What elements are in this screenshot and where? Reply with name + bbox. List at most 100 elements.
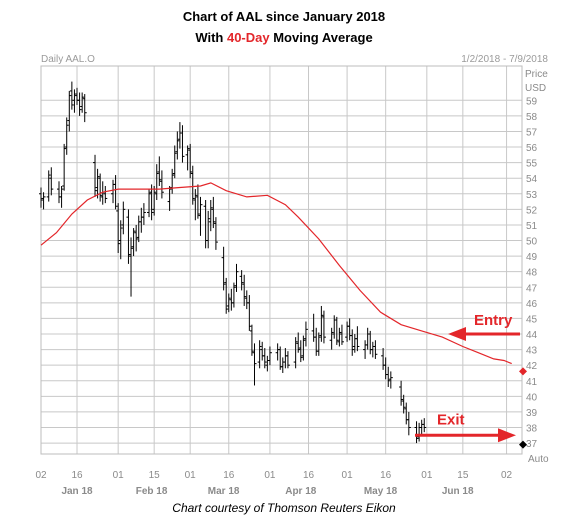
y-tick-label: 41 xyxy=(526,377,538,388)
ohlc-bar xyxy=(103,185,108,204)
chart-subtitle: With 40-Day Moving Average xyxy=(195,30,372,45)
ohlc-bar xyxy=(170,168,175,194)
ohlc-bar xyxy=(252,343,257,386)
ohlc-bar xyxy=(167,185,172,211)
ohlc-bar xyxy=(203,200,208,249)
ohlc-bar xyxy=(257,340,262,369)
ohlc-bar xyxy=(175,131,180,160)
ohlc-bar xyxy=(57,181,62,204)
y-tick-label: 48 xyxy=(526,268,538,279)
ohlc-bar xyxy=(401,394,406,414)
ohlc-bar xyxy=(77,92,82,116)
ohlc-bar xyxy=(39,187,43,208)
ohlc-bar xyxy=(172,145,177,179)
ohlc-bar xyxy=(422,418,427,433)
ohlc-bar xyxy=(49,167,54,196)
ohlc-bar xyxy=(399,380,404,406)
y-tick-label: 43 xyxy=(526,346,538,357)
ohlc-bar xyxy=(72,89,77,113)
y-tick-label: 51 xyxy=(526,221,538,232)
ohlc-bar xyxy=(206,210,211,249)
ohlc-bar xyxy=(80,92,85,113)
month-label: May 18 xyxy=(364,486,398,497)
x-tick-label: 01 xyxy=(264,470,276,481)
ohlc-bar xyxy=(154,164,159,201)
ohlc-bar xyxy=(152,185,157,216)
x-tick-label: 16 xyxy=(71,470,83,481)
ohlc-bar xyxy=(67,90,72,132)
ohlc-bar xyxy=(249,324,254,356)
y-tick-label: 40 xyxy=(526,392,538,403)
ohlc-bar xyxy=(69,81,74,110)
ohlc-bar xyxy=(195,184,200,219)
moving-average-line xyxy=(40,182,512,365)
price-header: Price xyxy=(525,69,548,80)
subtitle-highlight: 40-Day xyxy=(227,30,270,45)
month-label: Feb 18 xyxy=(136,486,168,497)
x-tick-label: 02 xyxy=(501,470,513,481)
auto-scale-label: Auto xyxy=(528,454,549,465)
ohlc-bar xyxy=(267,346,272,366)
ohlc-bar xyxy=(234,263,239,292)
plot-frame xyxy=(40,65,523,455)
ohlc-bar xyxy=(198,196,203,236)
y-tick-label: 55 xyxy=(526,159,538,170)
ohlc-bar xyxy=(190,165,195,205)
ohlc-bar xyxy=(319,305,324,342)
ohlc-bar xyxy=(316,332,321,356)
price-bars xyxy=(39,81,427,444)
ohlc-bar xyxy=(213,217,218,250)
entry-label: Entry xyxy=(474,312,513,329)
ohlc-bar xyxy=(113,175,118,210)
ohlc-bar xyxy=(147,189,152,218)
grid xyxy=(40,66,522,454)
ohlc-bar xyxy=(116,203,121,253)
ohlc-bar xyxy=(365,327,370,350)
ohlc-bar xyxy=(239,270,244,291)
ohlc-bar xyxy=(159,170,164,199)
x-tick-label: 01 xyxy=(185,470,197,481)
x-tick-label: 16 xyxy=(303,470,315,481)
x-tick-label: 15 xyxy=(457,470,469,481)
y-tick-label: 53 xyxy=(526,190,538,201)
exit-label: Exit xyxy=(437,411,465,428)
ohlc-bar xyxy=(59,185,64,208)
ohlc-bar xyxy=(242,274,247,306)
month-label: Apr 18 xyxy=(285,486,317,497)
x-tick-label: 16 xyxy=(223,470,235,481)
currency-label: USD xyxy=(525,83,546,94)
ohlc-bar xyxy=(350,329,355,356)
month-label: Jan 18 xyxy=(61,486,93,497)
ohlc-bar xyxy=(126,209,131,264)
x-tick-label: 01 xyxy=(421,470,433,481)
x-tick-label: 02 xyxy=(35,470,47,481)
y-tick-label: 44 xyxy=(526,330,538,341)
ohlc-bar xyxy=(293,337,298,369)
ohlc-bar xyxy=(226,293,231,313)
ohlc-bar xyxy=(265,355,270,372)
ohlc-bar xyxy=(404,402,409,425)
chart-credit: Chart courtesy of Thomson Reuters Eikon xyxy=(172,501,396,515)
ohlc-bar xyxy=(129,237,134,297)
ohlc-bar xyxy=(339,324,344,345)
ohlc-bar xyxy=(136,215,141,243)
month-label: Jun 18 xyxy=(442,486,474,497)
ohlc-bar xyxy=(75,87,80,105)
ohlc-bar xyxy=(337,327,342,347)
ohlc-bar xyxy=(301,335,306,361)
ohlc-bar xyxy=(321,310,326,344)
ohlc-bar xyxy=(188,143,193,179)
ohlc-bar xyxy=(93,154,98,197)
ohlc-bar xyxy=(62,143,67,191)
ohlc-bar xyxy=(221,246,226,291)
ohlc-bar xyxy=(285,351,290,369)
x-axis: 02 16 01 15 01 16 01 16 01 16 01 15 02 Jan 18 Feb 18 Ma… xyxy=(35,470,512,497)
ohlc-bar xyxy=(298,340,303,363)
y-tick-label: 39 xyxy=(526,408,538,419)
ohlc-bar xyxy=(373,340,378,359)
y-tick-label: 46 xyxy=(526,299,538,310)
ohlc-bar xyxy=(347,318,352,341)
ohlc-bar xyxy=(406,411,411,436)
entry-arrow-head xyxy=(448,327,466,342)
y-tick-label: 37 xyxy=(526,439,538,450)
